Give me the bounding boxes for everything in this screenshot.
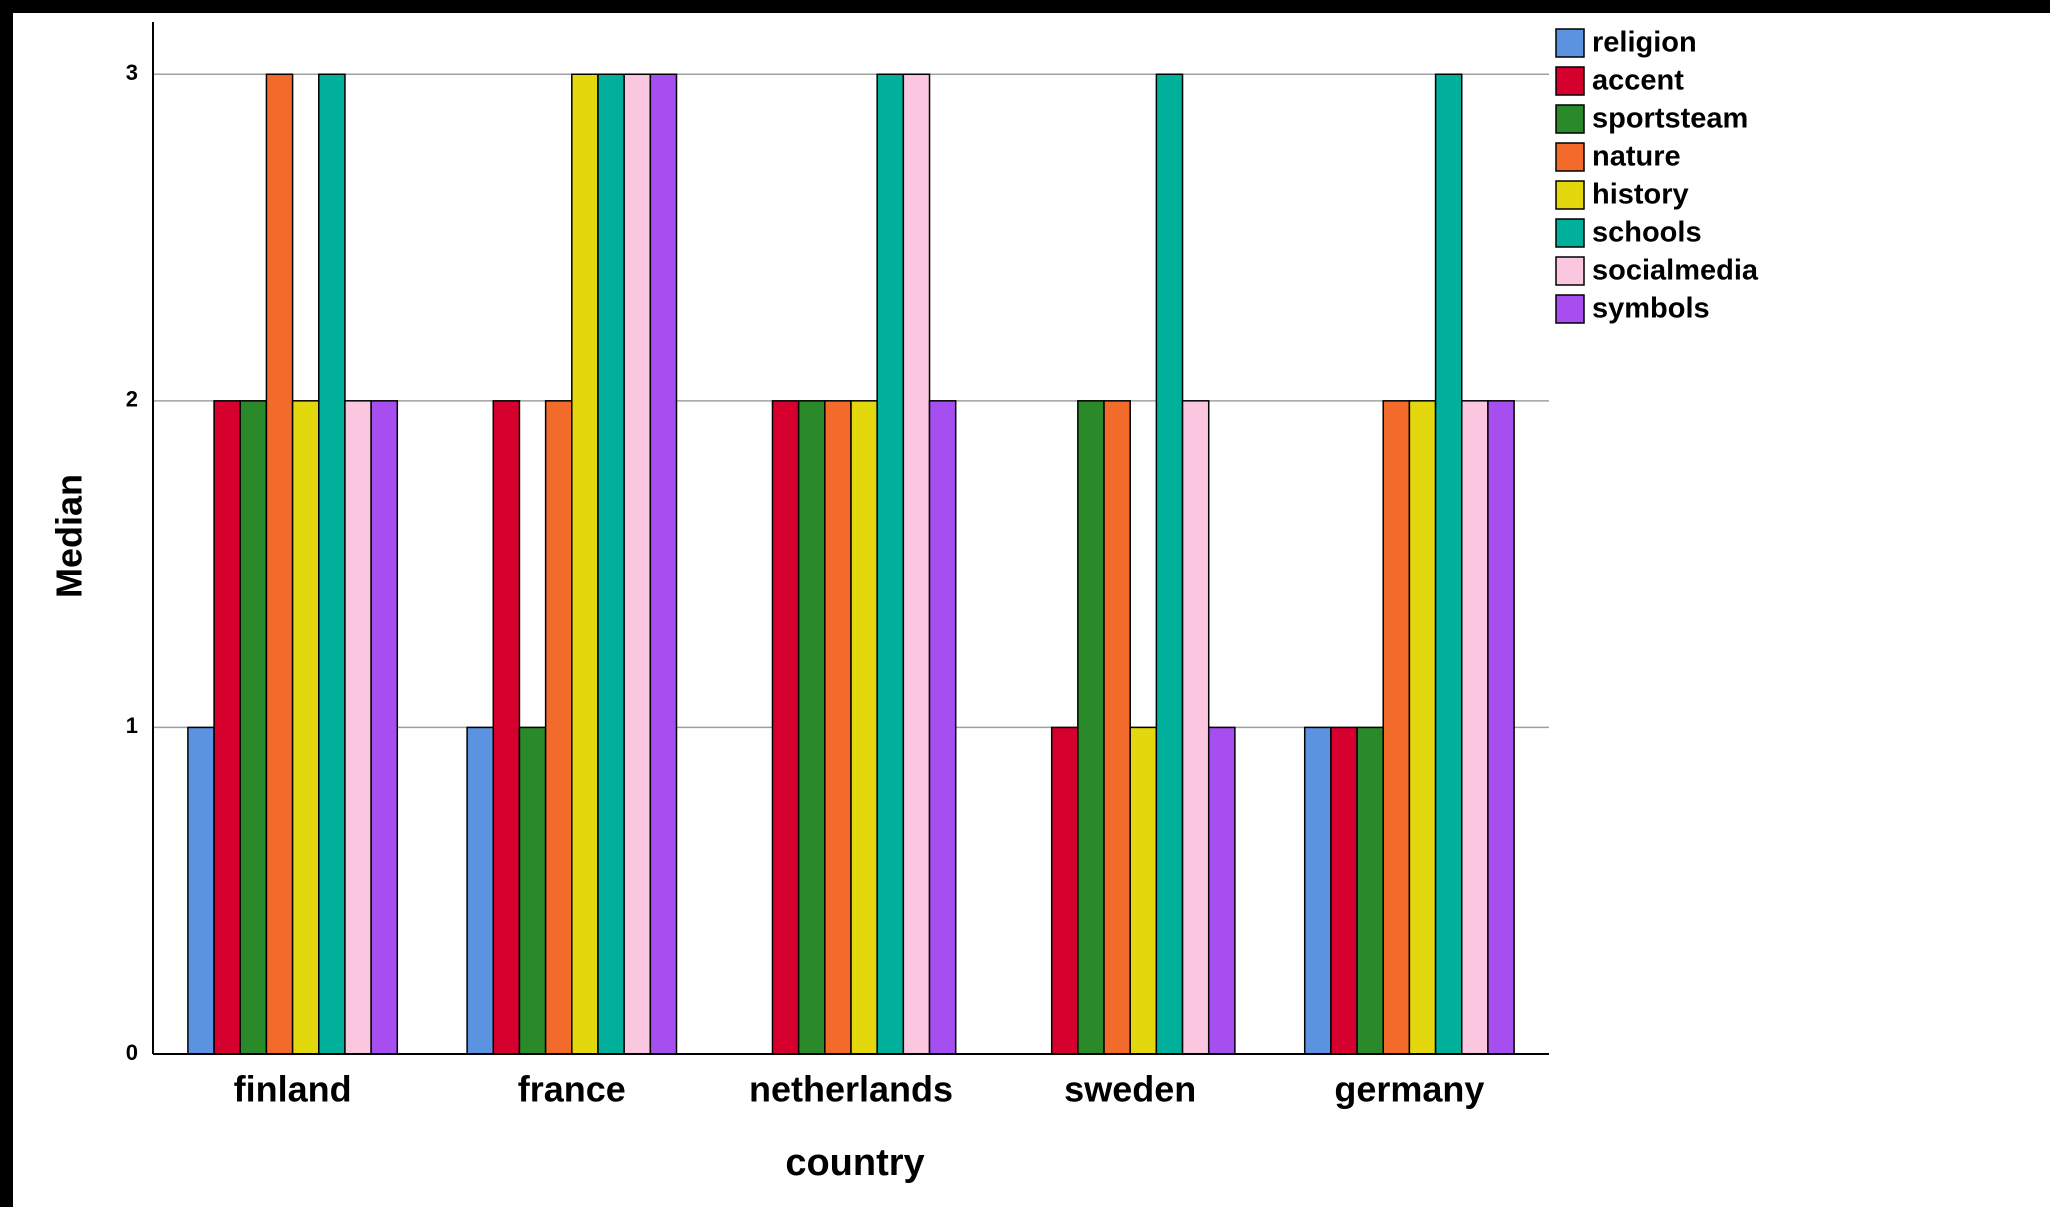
- bar: [187, 726, 215, 1055]
- bar: [1103, 400, 1131, 1055]
- bar: [239, 400, 268, 1055]
- bar: [902, 73, 931, 1055]
- y-axis-title: Median: [49, 474, 90, 598]
- legend-label: accent: [1592, 65, 1684, 97]
- bar: [597, 73, 625, 1055]
- legend-label: symbols: [1592, 293, 1710, 325]
- bar: [1077, 400, 1105, 1055]
- bar: [1181, 400, 1210, 1055]
- bar: [1356, 726, 1384, 1055]
- bar: [370, 400, 399, 1055]
- bar: [1050, 726, 1079, 1055]
- bar: [824, 400, 852, 1055]
- bar: [544, 400, 573, 1055]
- x-tick-label: germany: [1334, 1069, 1484, 1110]
- bar: [850, 400, 878, 1055]
- legend-swatch: [1555, 142, 1585, 172]
- bar: [1207, 726, 1236, 1055]
- y-tick-label: 2: [126, 387, 138, 412]
- bar: [876, 73, 905, 1055]
- legend-swatch: [1555, 104, 1585, 134]
- legend-label: nature: [1592, 141, 1681, 173]
- bar: [623, 73, 652, 1055]
- x-tick-label: netherlands: [749, 1069, 953, 1110]
- bar: [649, 73, 678, 1055]
- bar: [797, 400, 826, 1055]
- legend-swatch: [1555, 66, 1585, 96]
- x-tick-label: france: [518, 1069, 626, 1110]
- bar: [1408, 400, 1437, 1055]
- bar: [492, 400, 521, 1055]
- legend-swatch: [1555, 218, 1585, 248]
- bar: [1461, 400, 1489, 1055]
- legend-swatch: [1555, 28, 1585, 58]
- x-axis-title: country: [785, 1142, 924, 1184]
- legend-label: schools: [1592, 217, 1702, 249]
- legend-label: religion: [1592, 27, 1697, 59]
- bar: [1330, 726, 1358, 1055]
- x-tick-label: sweden: [1064, 1069, 1196, 1110]
- bar: [518, 726, 547, 1055]
- y-tick-label: 1: [126, 713, 138, 738]
- bar: [1155, 73, 1184, 1055]
- legend-label: socialmedia: [1592, 255, 1759, 287]
- bar: [466, 726, 495, 1055]
- legend-swatch: [1555, 256, 1585, 286]
- legend-swatch: [1555, 180, 1585, 210]
- bar: [291, 400, 320, 1055]
- bar: [344, 400, 372, 1055]
- x-tick-label: finland: [234, 1069, 352, 1110]
- y-tick-label: 3: [126, 60, 138, 85]
- bar: [1382, 400, 1411, 1055]
- bar: [265, 73, 294, 1055]
- bar: [771, 400, 800, 1055]
- bar: [928, 400, 957, 1055]
- bar: [213, 400, 241, 1055]
- bar: [571, 73, 599, 1055]
- bar: [1487, 400, 1515, 1055]
- bar: [318, 73, 346, 1055]
- legend-label: history: [1592, 179, 1689, 211]
- legend-swatch: [1555, 294, 1585, 324]
- legend-label: sportsteam: [1592, 103, 1748, 135]
- bar: [1303, 726, 1332, 1055]
- bar: [1129, 726, 1158, 1055]
- y-tick-label: 0: [126, 1040, 138, 1065]
- bar: [1434, 73, 1463, 1055]
